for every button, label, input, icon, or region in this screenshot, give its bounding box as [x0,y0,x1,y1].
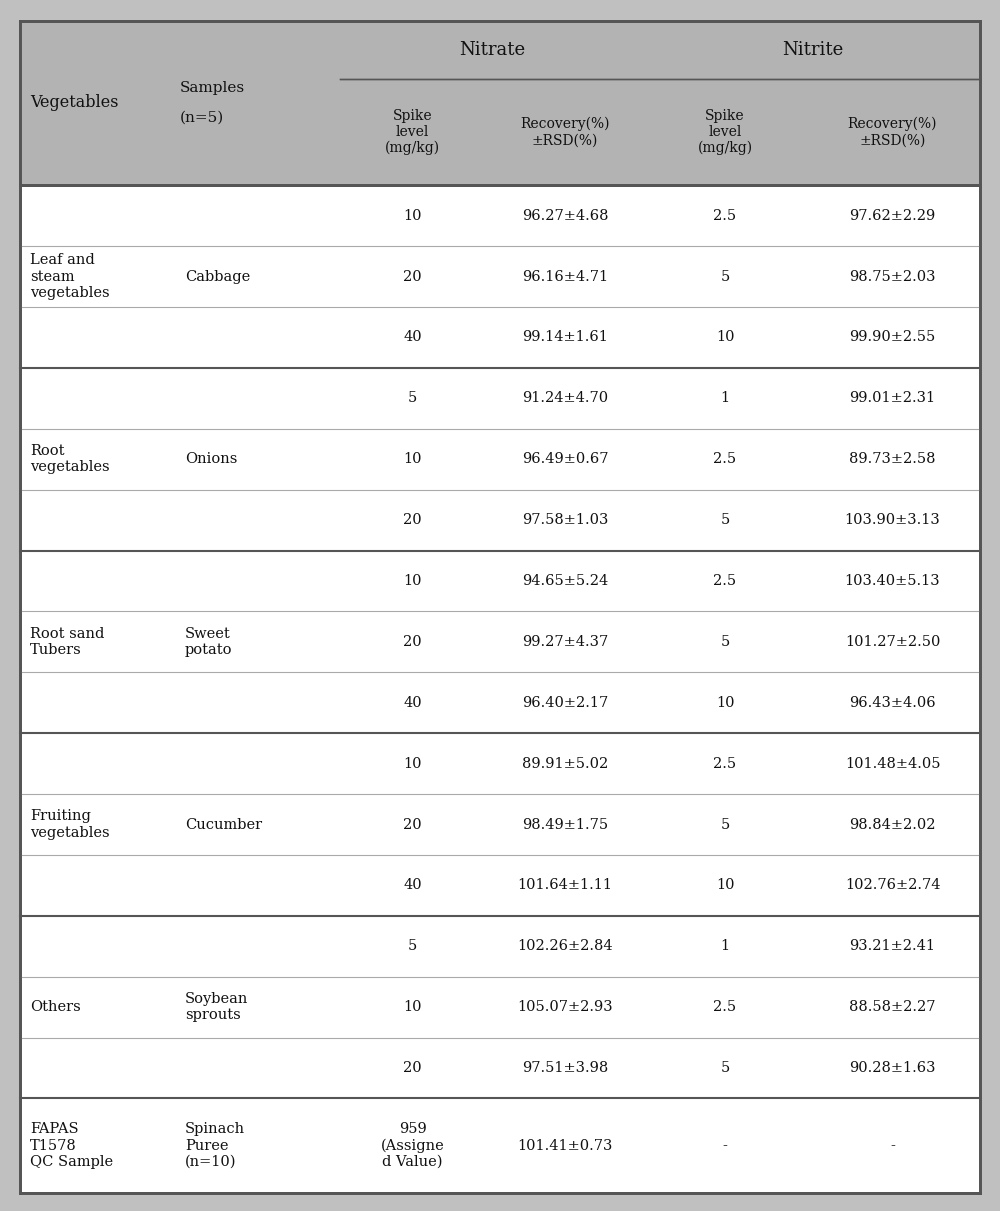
Text: 20: 20 [403,270,422,283]
Text: Nitrite: Nitrite [782,41,843,58]
Text: 5: 5 [720,817,730,832]
Text: 94.65±5.24: 94.65±5.24 [522,574,608,589]
Text: 40: 40 [403,331,422,344]
Text: 105.07±2.93: 105.07±2.93 [517,1000,613,1014]
Text: 96.27±4.68: 96.27±4.68 [522,208,608,223]
Text: 40: 40 [403,696,422,710]
Text: Fruiting
vegetables: Fruiting vegetables [30,809,110,839]
Text: 2.5: 2.5 [713,574,737,589]
Bar [20,21,980,185]
Text: 103.90±3.13: 103.90±3.13 [845,513,940,527]
Text: 96.40±2.17: 96.40±2.17 [522,696,608,710]
Text: Samples: Samples [180,81,245,96]
Text: Recovery(%)
±RSD(%): Recovery(%) ±RSD(%) [520,116,610,148]
Text: -: - [723,1138,727,1153]
Text: FAPAS
T1578
QC Sample: FAPAS T1578 QC Sample [30,1123,113,1169]
Text: 20: 20 [403,513,422,527]
Text: 97.51±3.98: 97.51±3.98 [522,1061,608,1075]
Text: Onions: Onions [185,452,237,466]
Text: 102.76±2.74: 102.76±2.74 [845,878,940,893]
Text: 10: 10 [403,1000,422,1014]
Text: 5: 5 [720,1061,730,1075]
Text: Sweet
potato: Sweet potato [185,627,232,658]
Text: 89.73±2.58: 89.73±2.58 [849,452,936,466]
Text: 1: 1 [720,391,730,406]
Text: 101.41±0.73: 101.41±0.73 [517,1138,613,1153]
Bar [20,185,980,1193]
Text: 98.49±1.75: 98.49±1.75 [522,817,608,832]
Text: Soybean
sprouts: Soybean sprouts [185,992,248,1022]
Text: 98.84±2.02: 98.84±2.02 [849,817,936,832]
Text: 5: 5 [720,513,730,527]
Text: 103.40±5.13: 103.40±5.13 [845,574,940,589]
Text: 91.24±4.70: 91.24±4.70 [522,391,608,406]
Text: 88.58±2.27: 88.58±2.27 [849,1000,936,1014]
Text: 5: 5 [408,940,417,953]
Text: 20: 20 [403,635,422,649]
Text: (n=5): (n=5) [180,110,224,125]
Text: 99.14±1.61: 99.14±1.61 [522,331,608,344]
Text: 10: 10 [716,878,734,893]
Text: Nitrate: Nitrate [459,41,526,58]
Text: 101.64±1.11: 101.64±1.11 [518,878,612,893]
Text: 10: 10 [403,452,422,466]
Text: Cucumber: Cucumber [185,817,262,832]
Text: 5: 5 [720,635,730,649]
Text: 96.16±4.71: 96.16±4.71 [522,270,608,283]
Text: Cabbage: Cabbage [185,270,250,283]
Text: 10: 10 [403,208,422,223]
Text: Root
vegetables: Root vegetables [30,444,110,475]
Text: 10: 10 [716,696,734,710]
Text: 96.49±0.67: 96.49±0.67 [522,452,608,466]
Text: Spike
level
(mg/kg): Spike level (mg/kg) [697,109,753,155]
Text: 101.27±2.50: 101.27±2.50 [845,635,940,649]
Text: Spike
level
(mg/kg): Spike level (mg/kg) [385,109,440,155]
Text: 10: 10 [403,574,422,589]
Text: 5: 5 [408,391,417,406]
Text: 5: 5 [720,270,730,283]
Text: 10: 10 [716,331,734,344]
Text: 20: 20 [403,1061,422,1075]
Text: 93.21±2.41: 93.21±2.41 [850,940,936,953]
Text: 97.62±2.29: 97.62±2.29 [849,208,936,223]
Text: Recovery(%)
±RSD(%): Recovery(%) ±RSD(%) [848,116,937,148]
Text: Root sand
Tubers: Root sand Tubers [30,627,104,658]
Text: 10: 10 [403,757,422,770]
Text: 96.43±4.06: 96.43±4.06 [849,696,936,710]
Text: Spinach
Puree
(n=10): Spinach Puree (n=10) [185,1123,245,1169]
Text: Vegetables: Vegetables [30,94,119,111]
Text: 20: 20 [403,817,422,832]
Text: Leaf and
steam
vegetables: Leaf and steam vegetables [30,253,110,300]
Text: 102.26±2.84: 102.26±2.84 [517,940,613,953]
Text: Others: Others [30,1000,81,1014]
Text: 97.58±1.03: 97.58±1.03 [522,513,608,527]
Text: 98.75±2.03: 98.75±2.03 [849,270,936,283]
Text: 2.5: 2.5 [713,452,737,466]
Text: 40: 40 [403,878,422,893]
Text: 101.48±4.05: 101.48±4.05 [845,757,940,770]
Text: 1: 1 [720,940,730,953]
Text: 89.91±5.02: 89.91±5.02 [522,757,608,770]
Text: -: - [890,1138,895,1153]
Text: 959
(Assigne
d Value): 959 (Assigne d Value) [381,1123,444,1169]
Text: 99.27±4.37: 99.27±4.37 [522,635,608,649]
Text: 90.28±1.63: 90.28±1.63 [849,1061,936,1075]
Text: 2.5: 2.5 [713,208,737,223]
Text: 99.01±2.31: 99.01±2.31 [849,391,936,406]
Text: 99.90±2.55: 99.90±2.55 [849,331,936,344]
Text: 2.5: 2.5 [713,757,737,770]
Text: 2.5: 2.5 [713,1000,737,1014]
